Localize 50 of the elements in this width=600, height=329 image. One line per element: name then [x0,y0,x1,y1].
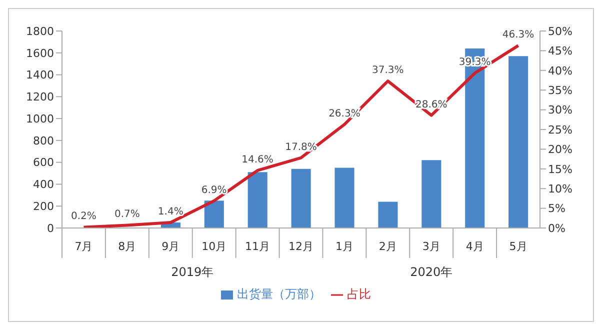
x-tick-label: 11月 [245,240,270,253]
data-label: 1.4% [158,206,184,218]
x-tick-label: 12月 [288,240,314,253]
y-tick-label: 800 [33,134,54,148]
y-tick-label: 200 [33,200,54,214]
data-label: 6.9% [201,184,227,196]
y-tick-label: 1200 [26,90,54,104]
y2-tick-label: 25% [548,123,572,136]
y-tick-label: 1000 [26,112,54,126]
y2-tick-label: 40% [548,64,572,78]
x-tick-label: 8月 [118,240,136,253]
text: 2020年 [409,264,454,281]
bar [422,160,442,228]
bar [334,168,354,228]
data-label: 46.3% [502,30,534,41]
y2-tick-label: 50% [548,24,572,38]
x-tick-label: 1月 [335,240,354,253]
y2-tick-label: 30% [548,104,572,117]
y2-tick-label: 20% [548,143,572,156]
data-label: 14.6% [242,154,274,166]
x-tick-label: 2月 [378,240,397,253]
bar [248,172,268,228]
y-tick-label: 600 [33,156,54,170]
y2-tick-label: 10% [548,182,572,196]
text: 2019年 [170,264,215,281]
y-tick-label: 400 [33,178,54,192]
bar [204,200,224,228]
bar [291,168,311,228]
x-tick-label: 4月 [466,240,484,253]
data-label: 0.7% [114,209,140,220]
y-tick-label: 1600 [26,46,54,60]
x-tick-label: 5月 [509,240,528,253]
x-tick-label: 9月 [162,240,180,253]
x-tick-label: 7月 [74,240,93,253]
x-tick-label: 10月 [202,240,227,253]
y-tick-label: 1400 [26,68,54,82]
y2-tick-label: 0% [548,222,566,235]
bar [508,56,528,228]
data-label: 0.2% [71,211,96,222]
y2-tick-label: 15% [548,162,572,176]
y2-tick-label: 5% [548,202,566,216]
bar [378,202,398,228]
y-tick-label: 0 [47,222,54,235]
y-tick-label: 1800 [26,24,54,38]
y2-tick-label: 45% [548,44,572,58]
data-label: 37.3% [372,65,404,76]
x-tick-label: 3月 [422,240,440,253]
legend-label: 占比 [347,287,371,301]
y2-tick-label: 35% [548,84,572,98]
legend-label: 出货量（万部） [237,287,321,301]
